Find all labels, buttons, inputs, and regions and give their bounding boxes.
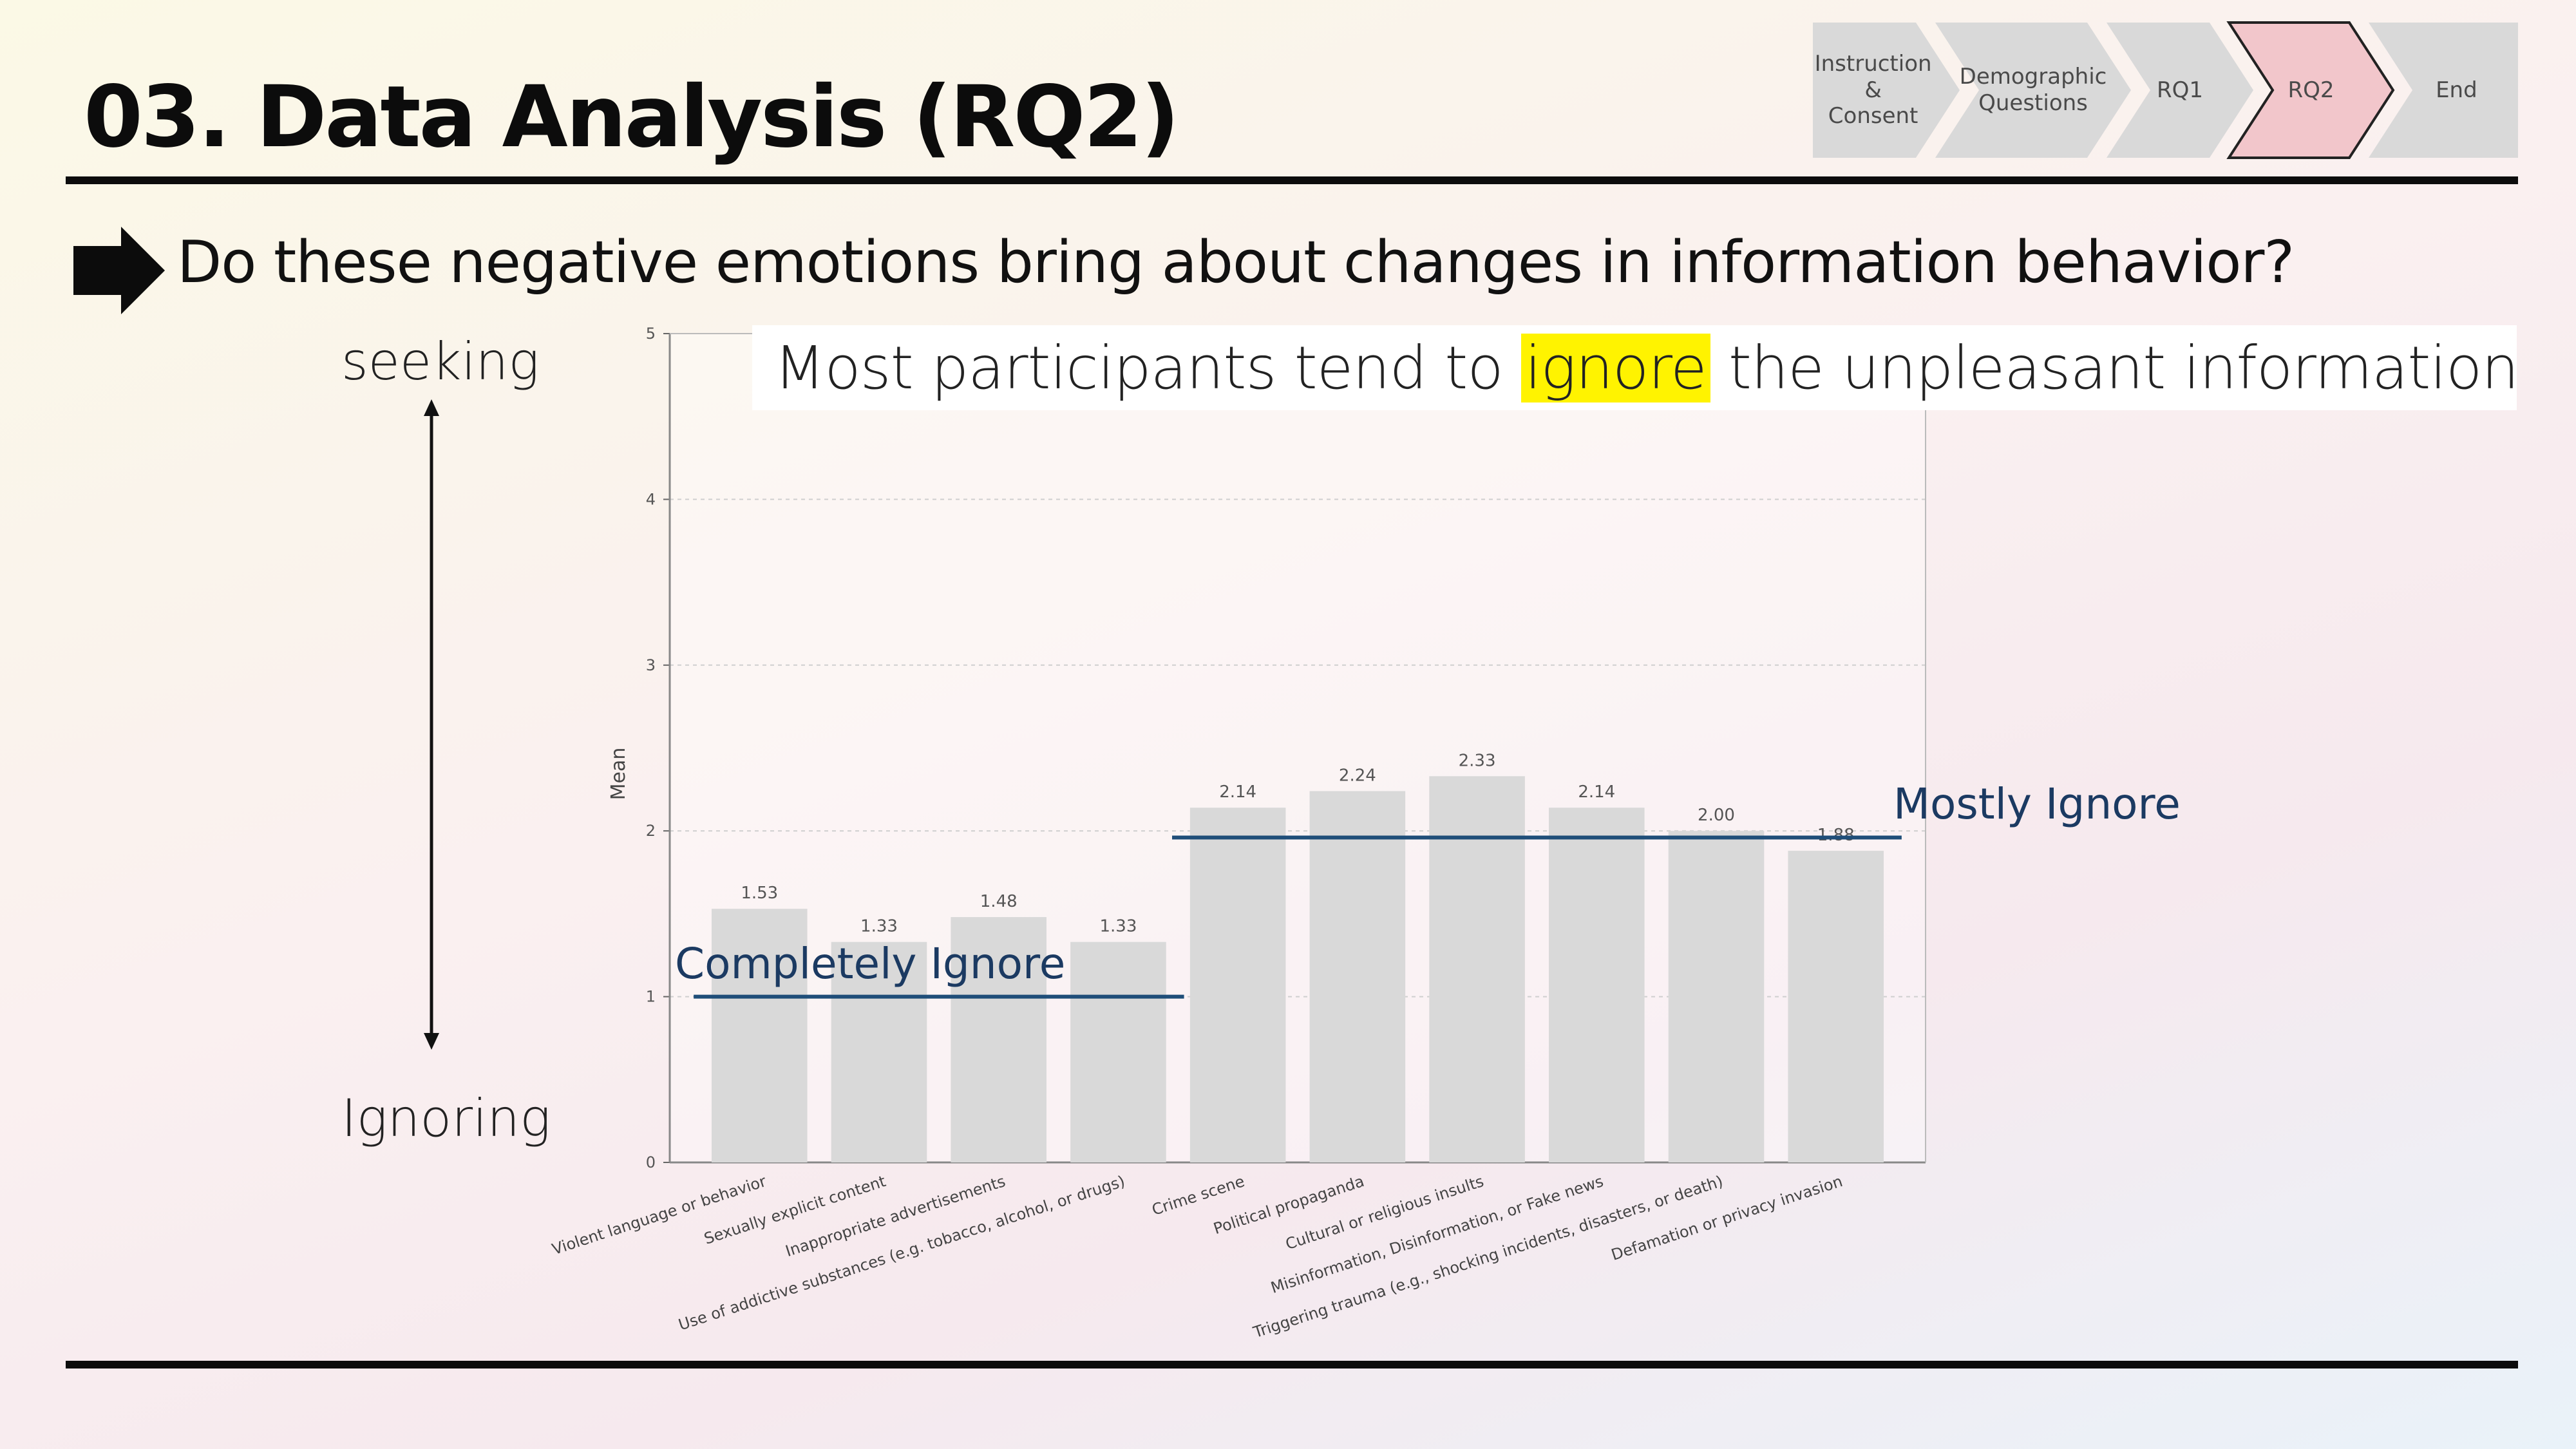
bar-8 — [1549, 808, 1645, 1162]
bar-6 — [1309, 791, 1406, 1162]
bar-5 — [1189, 808, 1286, 1162]
step-instruction: Instruction & Consent — [1813, 23, 1960, 158]
bar-value-label: 2.00 — [1698, 806, 1735, 825]
y-tick-label: 3 — [646, 656, 656, 674]
bar-value-label: 1.33 — [860, 917, 898, 936]
y-tick-label: 2 — [646, 822, 656, 840]
step-demographic: Demographic Questions — [1935, 23, 2131, 158]
progress-steps: Instruction & Consent Demographic Questions R… — [1813, 21, 2518, 159]
footer-divider — [66, 1361, 2518, 1368]
bar-2 — [831, 942, 927, 1162]
scale-bottom-label: Ignoring — [341, 1088, 551, 1148]
finding-callout: Most participants tend to ignore the unp… — [752, 325, 2519, 410]
bar-9 — [1668, 831, 1765, 1162]
bar-value-label: 2.14 — [1219, 782, 1256, 802]
step-label: End — [2436, 77, 2477, 103]
step-label: RQ2 — [2287, 77, 2334, 103]
bar-7 — [1429, 776, 1525, 1162]
step-chevron-shape — [1813, 23, 1960, 158]
bar-value-label: 2.33 — [1459, 751, 1496, 770]
step-label: RQ1 — [2156, 77, 2203, 103]
step-rq2: RQ2 — [2226, 21, 2395, 159]
bar-3 — [951, 917, 1046, 1162]
step-rq1: RQ1 — [2107, 23, 2253, 158]
step-chevron-shape — [2226, 21, 2395, 159]
finding-highlight: ignore — [1520, 333, 1710, 402]
page-title: 03. Data Analysis (RQ2) — [84, 68, 1180, 167]
x-tick-label: Crime scene — [1150, 1172, 1247, 1219]
step-chevron-shape — [2107, 23, 2253, 158]
bar-value-label: 1.48 — [980, 892, 1018, 911]
bar-10 — [1788, 851, 1884, 1162]
finding-text-before: Most participants tend to — [774, 333, 1521, 402]
annotation-mostly-ignore: Mostly Ignore — [1893, 779, 2181, 829]
finding-text-after: the unpleasant information — [1710, 333, 2519, 402]
step-chevron-shape — [1935, 23, 2131, 158]
title-divider — [66, 176, 2518, 184]
scale-top-label: seeking — [341, 332, 540, 392]
step-label: Demographic Questions — [1959, 64, 2107, 116]
step-chevron-shape — [2369, 23, 2518, 158]
research-question: Do these negative emotions bring about c… — [177, 229, 2295, 296]
y-tick-label: 4 — [646, 490, 656, 508]
step-label: Instruction & Consent — [1814, 50, 1932, 129]
x-tick-label: Cultural or religious insults — [1283, 1172, 1486, 1253]
bar-value-label: 2.24 — [1339, 766, 1376, 785]
bar-1 — [712, 909, 808, 1162]
bar-4 — [1070, 942, 1166, 1162]
bar-value-label: 1.53 — [741, 884, 778, 903]
y-tick-label: 1 — [646, 988, 656, 1006]
bar-value-label: 1.33 — [1099, 917, 1137, 936]
y-axis-label: Mean — [607, 748, 630, 800]
bar-value-label: 1.88 — [1817, 826, 1855, 845]
y-tick-label: 5 — [646, 325, 656, 343]
bar-value-label: 2.14 — [1578, 782, 1615, 802]
double-arrow-vertical-icon — [424, 399, 439, 1050]
x-tick-label: Violent language or behavior — [550, 1172, 769, 1258]
annotation-completely-ignore: Completely Ignore — [675, 939, 1066, 989]
x-tick-label: Defamation or privacy invasion — [1609, 1172, 1844, 1264]
y-tick-label: 0 — [646, 1153, 656, 1171]
right-arrow-icon — [73, 227, 165, 314]
step-end: End — [2369, 23, 2518, 158]
